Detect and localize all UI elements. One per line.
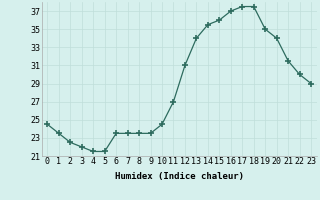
X-axis label: Humidex (Indice chaleur): Humidex (Indice chaleur) [115,172,244,181]
